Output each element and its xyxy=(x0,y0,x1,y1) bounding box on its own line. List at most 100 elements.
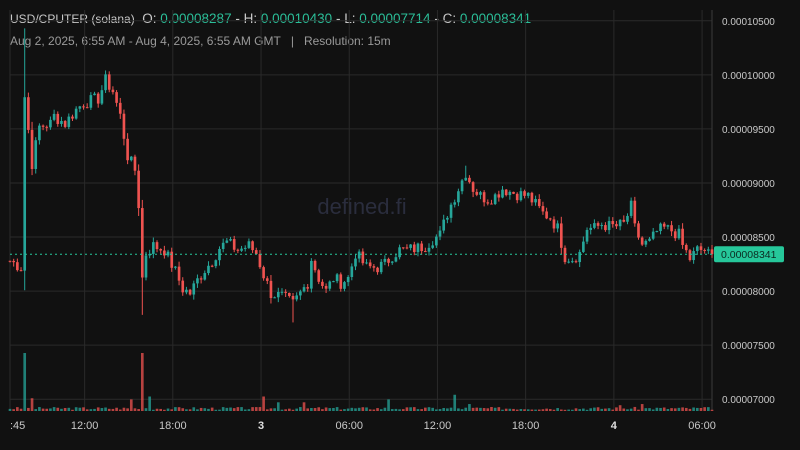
candle-body xyxy=(486,202,490,204)
volume-bar xyxy=(405,407,409,411)
candle-body xyxy=(420,243,423,252)
candle-body xyxy=(666,225,670,227)
volume-bar xyxy=(265,409,269,411)
volume-bar xyxy=(449,407,453,411)
volume-bar xyxy=(335,407,339,411)
volume-bar xyxy=(368,409,372,411)
candle-body xyxy=(699,246,703,250)
candle-body xyxy=(177,266,181,281)
candle-body xyxy=(707,249,710,251)
volume-bar xyxy=(523,409,526,411)
x-tick-label: :45 xyxy=(10,420,25,432)
candle-body xyxy=(552,219,556,229)
candle-body xyxy=(218,248,221,261)
y-axis: 0.00010500 0.00010000 0.00009500 0.00009000… xyxy=(722,17,775,406)
candle-body xyxy=(659,223,662,232)
volume-bar xyxy=(655,407,659,411)
volume-bar xyxy=(93,408,96,411)
candle-body xyxy=(82,106,85,108)
volume-bar xyxy=(181,408,185,411)
candle-body xyxy=(210,265,214,267)
candle-body xyxy=(640,237,644,245)
volume-bar xyxy=(662,407,666,411)
candle-body xyxy=(394,257,398,262)
volume-bar xyxy=(247,409,251,411)
candle-body xyxy=(438,230,442,237)
y-tick-label: 0.00010000 xyxy=(722,71,775,82)
candle-body xyxy=(273,297,276,299)
candle-body xyxy=(96,93,100,104)
volume-bar xyxy=(556,408,559,411)
volume-bar xyxy=(126,408,129,411)
volume-bar xyxy=(118,409,122,411)
volume-bar xyxy=(464,407,468,411)
candle-body xyxy=(280,291,284,293)
volume-bar xyxy=(254,407,258,411)
volume-bar xyxy=(629,408,633,411)
volume-bar xyxy=(34,409,38,411)
candle-body xyxy=(240,248,243,251)
volume-bar xyxy=(519,408,523,411)
volume-bar xyxy=(155,408,159,411)
volume-bar xyxy=(582,408,585,411)
x-tick-label: 12:00 xyxy=(424,420,452,432)
volume-bar xyxy=(152,409,155,411)
volume-bar xyxy=(468,404,471,411)
candle-body xyxy=(493,194,497,205)
volume-bar xyxy=(56,407,60,411)
candle-body xyxy=(578,251,582,263)
candle-body xyxy=(519,191,523,201)
candle-body xyxy=(41,125,45,127)
volume-bar xyxy=(526,409,530,411)
volume-bar xyxy=(185,409,188,411)
candle-body xyxy=(655,231,659,233)
candle-body xyxy=(148,253,151,256)
volume-bar xyxy=(423,407,427,411)
high-label: - H: xyxy=(235,11,258,26)
candle-body xyxy=(140,208,144,278)
volume-bar xyxy=(427,407,431,411)
resolution: Resolution: 15m xyxy=(303,34,391,48)
candles xyxy=(8,28,714,323)
candle-body xyxy=(501,189,504,198)
candle-body xyxy=(85,107,89,109)
volume-bar xyxy=(291,409,295,411)
volume-bar xyxy=(129,399,133,411)
volume-bar xyxy=(457,408,460,411)
volume-bar xyxy=(100,408,104,411)
candle-body xyxy=(30,129,34,169)
candle-body xyxy=(607,221,611,231)
volume-bar xyxy=(438,409,442,411)
candle-body xyxy=(207,265,210,274)
volume-bar xyxy=(71,409,74,411)
candle-body xyxy=(405,247,409,249)
volume-bar xyxy=(681,407,684,411)
volume-bar xyxy=(52,407,56,411)
candle-body xyxy=(196,278,199,284)
volume-bar xyxy=(490,407,493,411)
volume-bar xyxy=(640,404,644,411)
candle-body xyxy=(166,251,170,256)
volume-bar xyxy=(243,409,247,411)
volume-bar xyxy=(684,407,688,411)
volume-bar xyxy=(390,409,394,411)
high-value: 0.00010430 xyxy=(260,11,333,26)
subline-separator: | xyxy=(290,34,294,48)
volume-bar xyxy=(174,407,177,411)
last-price-tag xyxy=(714,246,784,263)
candle-body xyxy=(52,113,56,120)
volume-bar xyxy=(442,407,446,411)
volume-bar xyxy=(707,407,710,411)
candle-body xyxy=(163,250,166,256)
candle-body xyxy=(8,260,12,262)
candle-body xyxy=(379,261,383,273)
volume-bar xyxy=(163,409,166,411)
volume-bar xyxy=(133,408,137,411)
y-tick-label: 0.00008500 xyxy=(722,233,775,244)
candle-body xyxy=(221,242,225,249)
volume-bar xyxy=(401,409,405,411)
candle-body xyxy=(604,225,607,231)
candle-body xyxy=(170,251,174,268)
candle-body xyxy=(567,261,570,263)
